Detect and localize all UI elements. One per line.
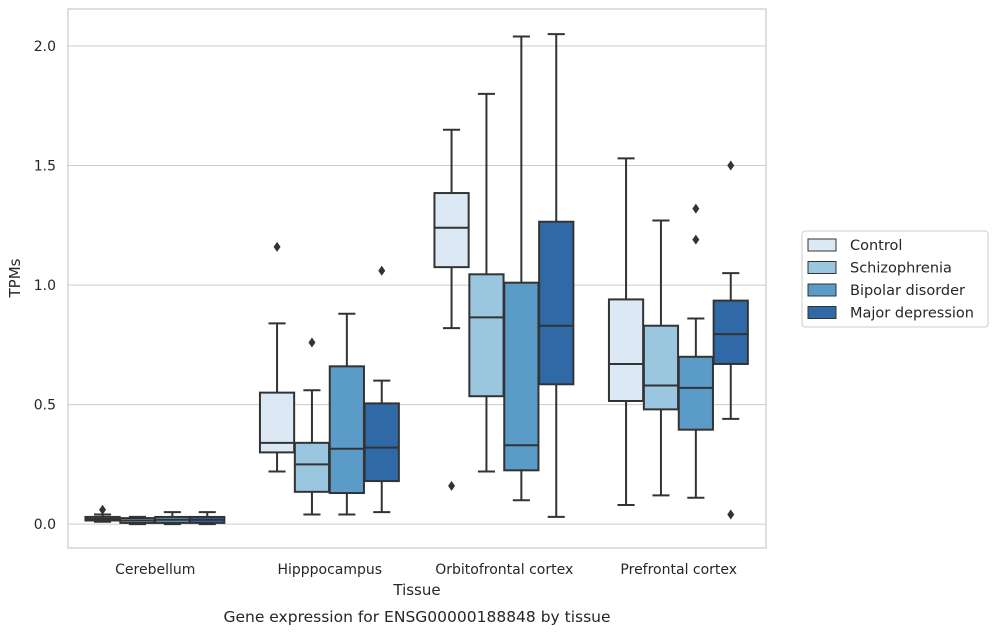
outlier-point xyxy=(308,337,316,348)
legend-swatch xyxy=(807,261,837,274)
x-tick-label: Orbitofrontal cortex xyxy=(435,562,573,578)
y-tick-label: 0.5 xyxy=(34,398,56,414)
box-1-2 xyxy=(468,92,505,473)
x-tick-label: Cerebellum xyxy=(115,562,195,578)
outlier-point xyxy=(727,160,735,171)
y-tick-labels: 0.0 0.5 1.0 1.5 2.0 xyxy=(34,39,56,533)
box-1-0 xyxy=(119,515,156,526)
box-2-2 xyxy=(503,35,540,502)
legend-items: Control Schizophrenia Bipolar disorder Majo… xyxy=(807,238,974,322)
box-0-2 xyxy=(433,128,470,491)
box-iqr xyxy=(363,402,400,483)
box-3-0 xyxy=(189,511,226,526)
outlier-point xyxy=(378,265,386,276)
box-0-3 xyxy=(607,157,645,506)
legend-frame xyxy=(801,230,989,328)
box-iqr xyxy=(677,355,714,431)
legend-label: Control xyxy=(850,238,902,254)
y-tick-label: 1.5 xyxy=(34,159,56,175)
outlier-point xyxy=(99,504,107,515)
legend-label: Schizophrenia xyxy=(850,261,952,277)
box-1-3 xyxy=(642,219,680,497)
box-2-0 xyxy=(154,511,191,526)
boxes-layer xyxy=(84,33,749,526)
box-0-0 xyxy=(84,504,121,523)
box-iqr xyxy=(607,298,645,403)
y-tick-label: 0.0 xyxy=(34,517,56,533)
outlier-point xyxy=(692,234,700,245)
x-tick-label: Hipppocampus xyxy=(277,562,382,578)
outlier-point xyxy=(727,509,735,520)
box-iqr xyxy=(712,299,749,365)
outlier-point xyxy=(448,480,456,491)
y-tick-label: 2.0 xyxy=(34,39,56,55)
box-iqr xyxy=(538,220,575,386)
legend-swatch xyxy=(807,283,837,297)
x-tick-labels: Cerebellum Hipppocampus Orbitofrontal cort… xyxy=(115,562,737,578)
legend-label: Major depression xyxy=(850,306,974,322)
box-iqr xyxy=(293,441,331,493)
legend-swatch xyxy=(807,238,837,252)
box-iqr xyxy=(468,273,505,398)
box-3-3 xyxy=(712,160,749,520)
box-2-1 xyxy=(328,312,365,516)
box-iqr xyxy=(433,192,470,269)
x-tick-label: Prefrontal cortex xyxy=(620,562,737,578)
y-axis-label: TPMs xyxy=(6,258,24,298)
outlier-point xyxy=(273,241,281,252)
box-0-1 xyxy=(258,241,296,473)
y-tick-label: 1.0 xyxy=(34,278,56,294)
legend-label: Bipolar disorder xyxy=(850,283,965,299)
box-1-1 xyxy=(293,337,331,516)
legend: Control Schizophrenia Bipolar disorder Majo… xyxy=(801,230,989,328)
box-iqr xyxy=(503,281,540,472)
box-iqr xyxy=(328,365,365,495)
box-3-1 xyxy=(363,265,400,514)
box-iqr xyxy=(642,324,680,411)
plot-frame xyxy=(67,8,767,549)
box-3-2 xyxy=(538,33,575,518)
outlier-point xyxy=(692,203,700,214)
legend-swatch xyxy=(807,306,837,319)
x-axis-label: Tissue xyxy=(392,581,440,599)
chart-caption: Gene expression for ENSG00000188848 by t… xyxy=(223,608,610,626)
box-2-3 xyxy=(677,203,714,499)
